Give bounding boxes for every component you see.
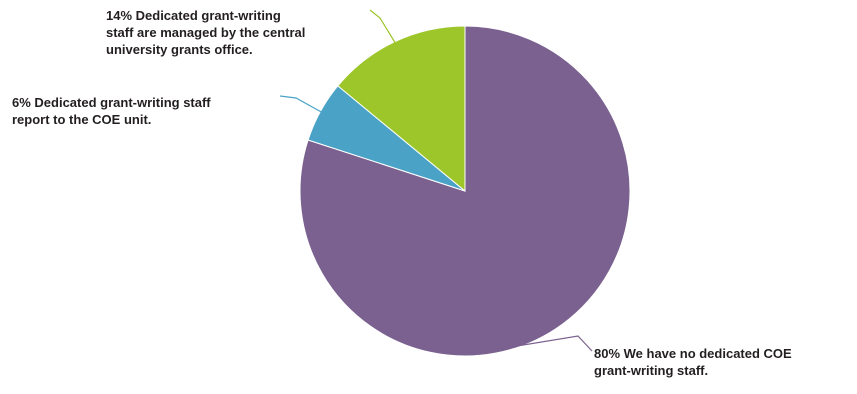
slice-label-line: 6% Dedicated grant-writing staff: [12, 95, 211, 110]
slice-label-coe-unit: 6% Dedicated grant-writing staff report …: [12, 94, 211, 128]
slice-label-central-office: 14% Dedicated grant-writing staff are ma…: [106, 7, 305, 58]
pie-slice-central-office-leader-line: [369, 9, 397, 44]
slice-label-line: 14% Dedicated grant-writing: [106, 8, 281, 23]
slice-label-line: university grants office.: [106, 42, 253, 57]
pie-slice-coe-unit-leader-line: [279, 95, 323, 114]
slice-label-line: report to the COE unit.: [12, 112, 152, 127]
slice-label-line: staff are managed by the central: [106, 25, 306, 40]
slice-label-line: grant-writing staff.: [594, 363, 709, 378]
pie-slice-no-staff: [299, 25, 631, 357]
slice-label-line: 80% We have no dedicated COE: [594, 346, 792, 361]
pie-slice-no-staff-leader-line: [469, 335, 593, 355]
slice-label-no-staff: 80% We have no dedicated COE grant-writi…: [594, 345, 792, 379]
